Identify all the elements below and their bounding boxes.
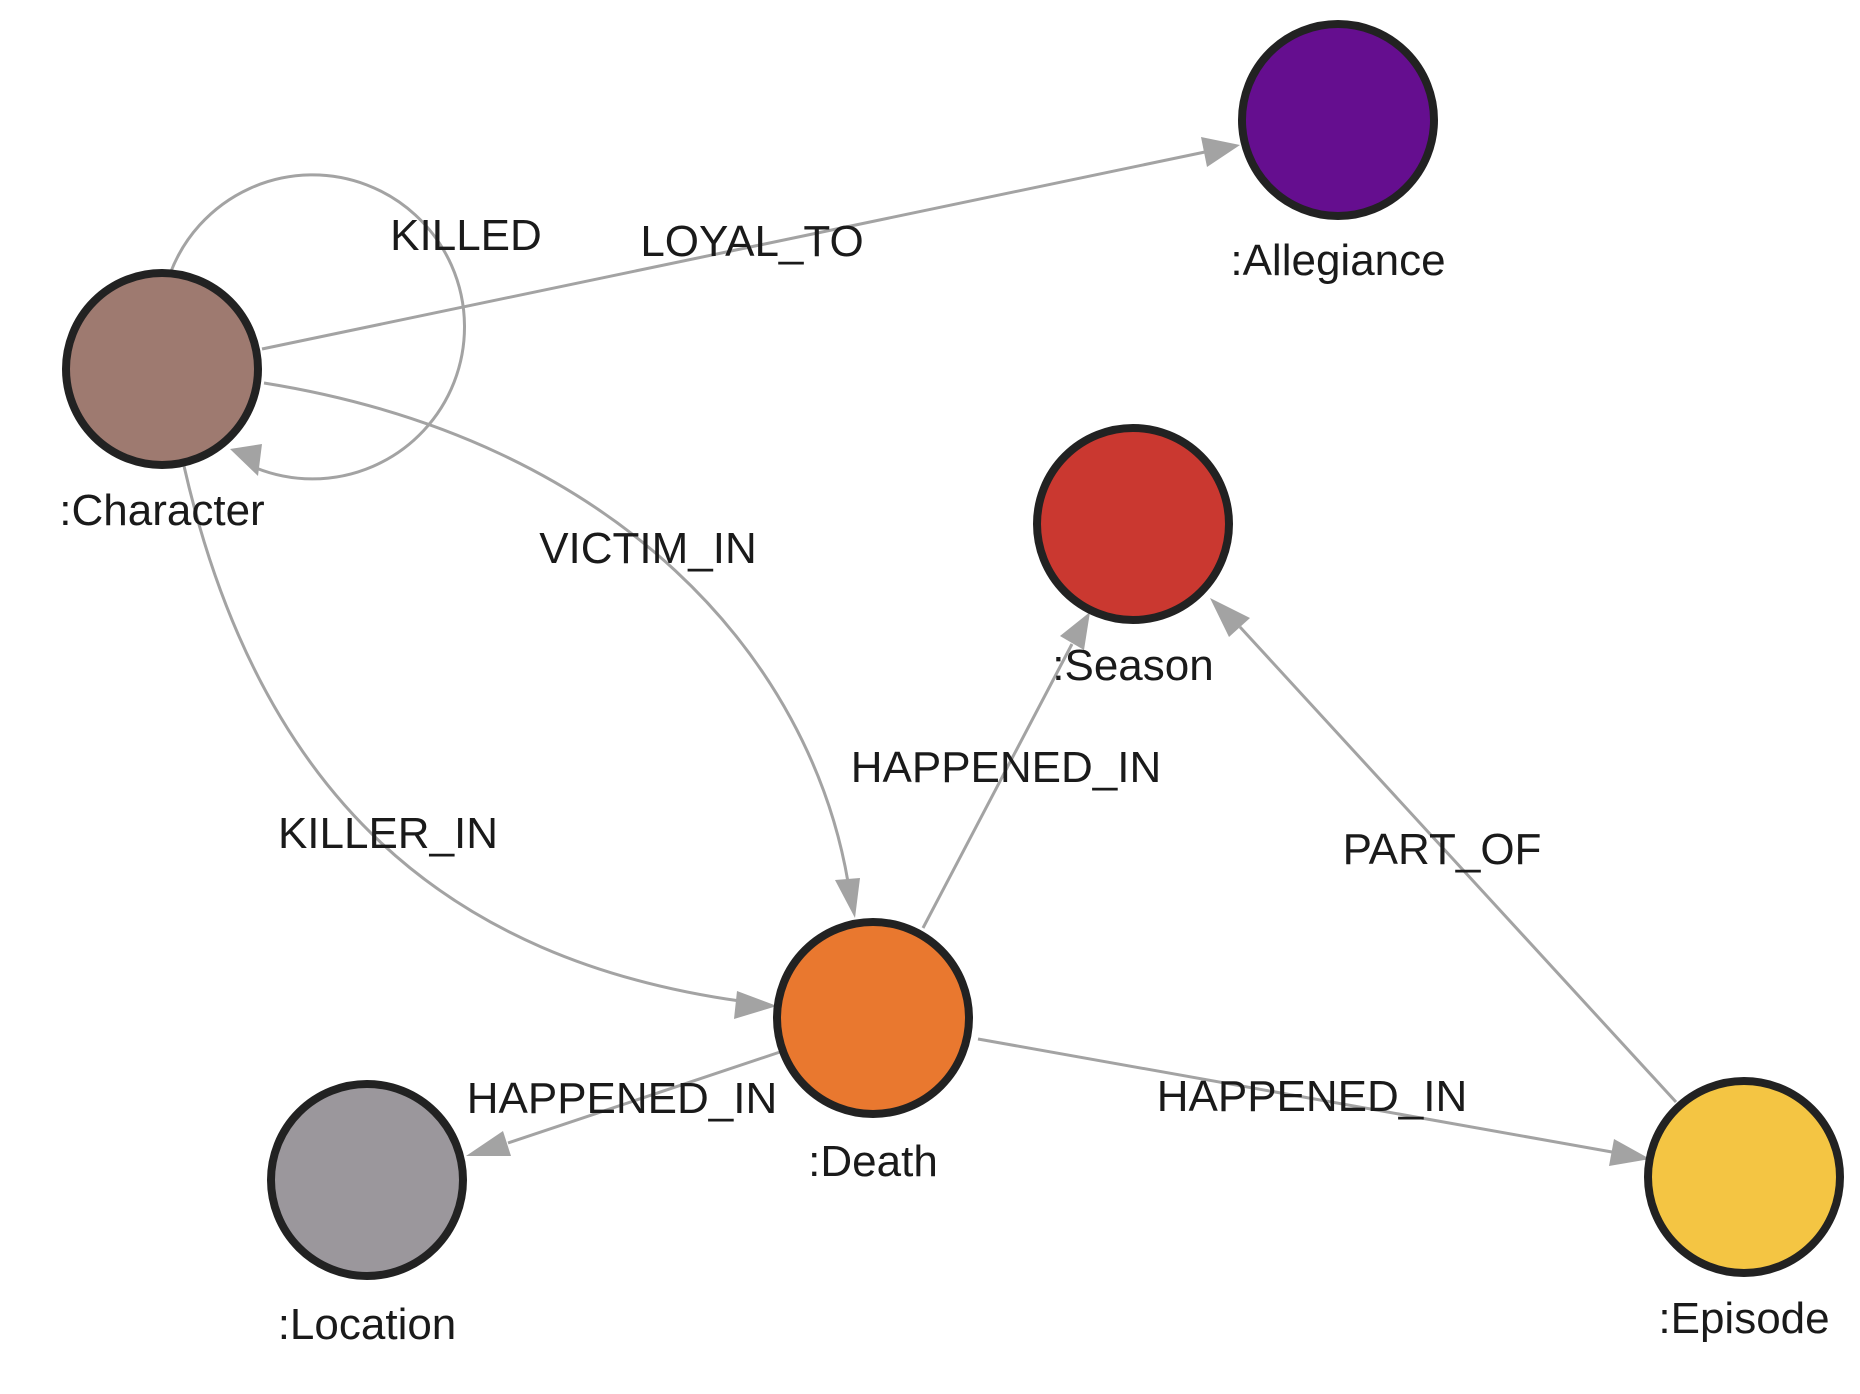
edge-happened-in-season-line <box>921 643 1074 929</box>
node-allegiance-circle <box>1238 20 1438 220</box>
edge-happened-in-location[interactable]: HAPPENED_IN <box>466 1050 781 1156</box>
edge-happened-in-location-line <box>507 1050 781 1145</box>
edge-happened-in-season-label: HAPPENED_IN <box>851 743 1162 792</box>
node-death[interactable]: :Death <box>773 918 973 1186</box>
edge-loyal-to-arrowhead <box>1201 137 1240 167</box>
node-location-label: :Location <box>278 1300 457 1349</box>
edge-killed-line <box>168 173 466 481</box>
edge-loyal-to-line <box>261 150 1206 351</box>
edge-killer-in-line <box>182 465 741 1003</box>
node-death-label: :Death <box>808 1137 938 1186</box>
edge-happened-in-episode-arrowhead <box>1609 1139 1650 1166</box>
edge-killer-in-arrowhead <box>734 991 777 1019</box>
node-season[interactable]: :Season <box>1033 424 1233 690</box>
edge-part-of[interactable]: PART_OF <box>1210 598 1678 1104</box>
edges: KILLED LOYAL_TO VICTIM_IN KILLER_IN HAPP… <box>168 137 1678 1166</box>
edge-killer-in[interactable]: KILLER_IN <box>182 465 777 1019</box>
node-episode[interactable]: :Episode <box>1644 1077 1844 1343</box>
edge-victim-in-line <box>263 381 850 883</box>
edge-victim-in[interactable]: VICTIM_IN <box>263 381 860 918</box>
edge-happened-in-location-label: HAPPENED_IN <box>467 1074 778 1123</box>
edge-happened-in-season-arrowhead <box>1060 612 1090 650</box>
edge-victim-in-label: VICTIM_IN <box>539 524 757 573</box>
edge-killed[interactable]: KILLED <box>168 173 542 481</box>
edge-part-of-arrowhead <box>1210 598 1250 637</box>
edge-happened-in-season[interactable]: HAPPENED_IN <box>851 612 1162 929</box>
edge-loyal-to-label: LOYAL_TO <box>640 217 863 266</box>
node-allegiance-label: :Allegiance <box>1230 236 1445 285</box>
node-season-circle <box>1033 424 1233 624</box>
node-season-label: :Season <box>1052 641 1213 690</box>
edge-loyal-to[interactable]: LOYAL_TO <box>261 137 1240 351</box>
node-character-circle <box>62 269 262 469</box>
edge-happened-in-location-arrowhead <box>466 1131 511 1156</box>
node-death-circle <box>773 918 973 1118</box>
edge-happened-in-episode-line <box>977 1037 1613 1154</box>
node-allegiance[interactable]: :Allegiance <box>1230 20 1446 285</box>
node-location[interactable]: :Location <box>267 1080 467 1349</box>
edge-happened-in-episode-label: HAPPENED_IN <box>1157 1072 1468 1121</box>
edge-victim-in-arrowhead <box>835 878 860 918</box>
edge-happened-in-episode[interactable]: HAPPENED_IN <box>977 1037 1650 1166</box>
edge-part-of-label: PART_OF <box>1343 825 1542 874</box>
edge-part-of-line <box>1238 625 1678 1104</box>
node-character[interactable]: :Character <box>59 269 265 535</box>
edge-killed-label: KILLED <box>390 211 542 260</box>
node-episode-circle <box>1644 1077 1844 1277</box>
node-character-label: :Character <box>59 486 264 535</box>
nodes: :Character :Allegiance :Season :Death :L… <box>59 20 1844 1349</box>
node-location-circle <box>267 1080 467 1280</box>
edge-killed-arrowhead <box>230 444 262 476</box>
node-episode-label: :Episode <box>1658 1294 1829 1343</box>
edge-killer-in-label: KILLER_IN <box>278 809 498 858</box>
